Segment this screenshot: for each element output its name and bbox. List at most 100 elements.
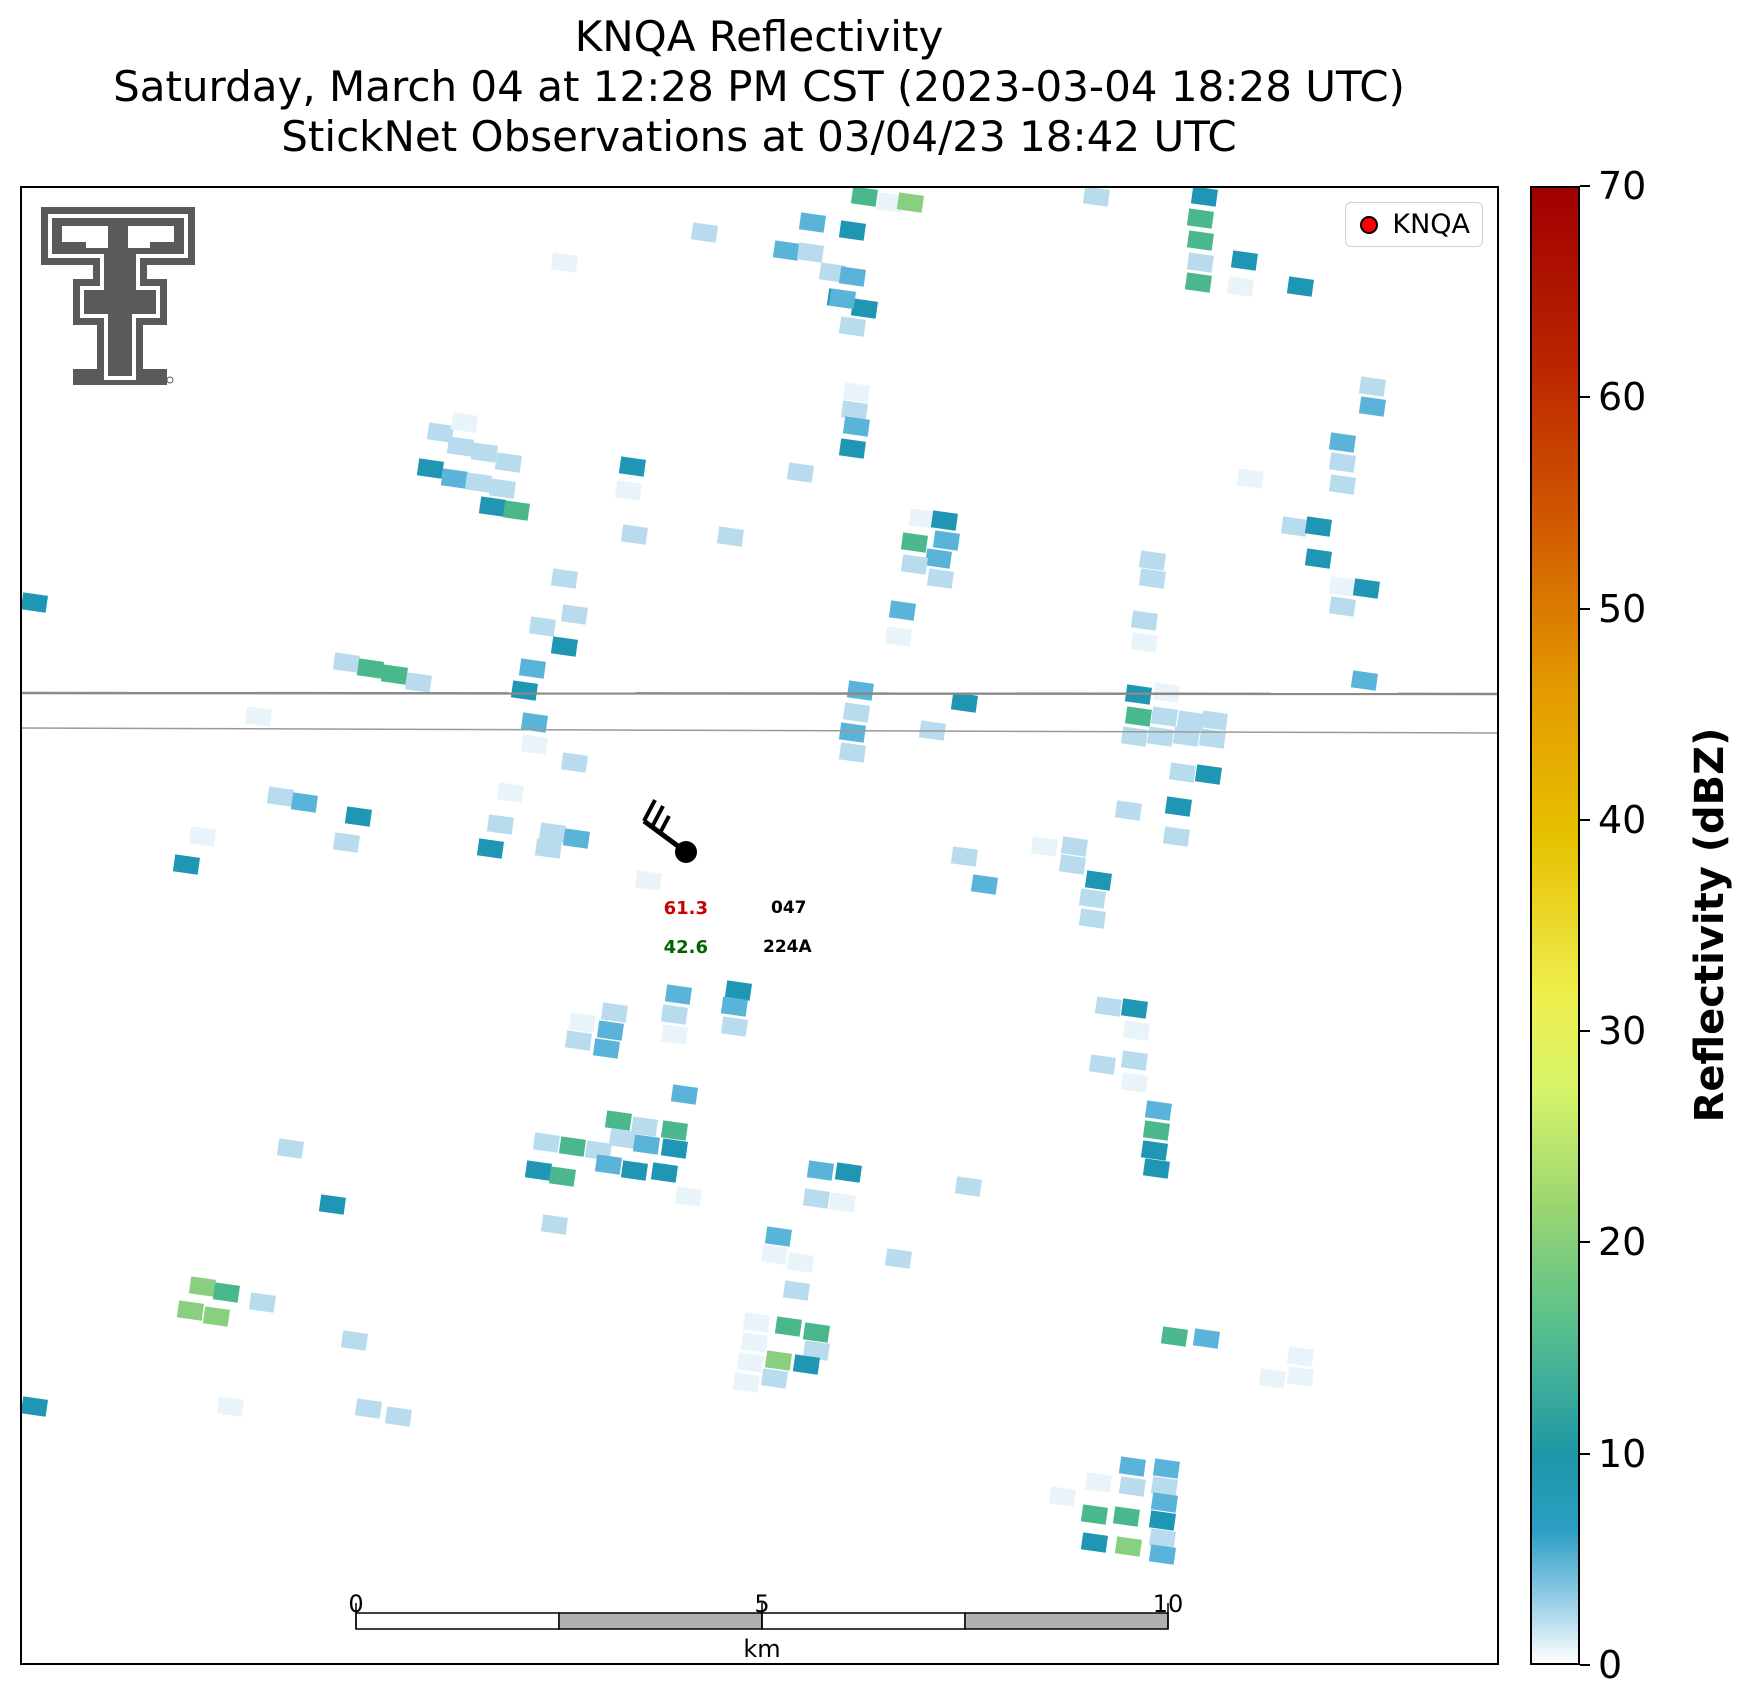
reflectivity-cell [1144,1100,1172,1121]
reflectivity-cell [608,1128,636,1149]
reflectivity-cell [1118,1476,1146,1497]
reflectivity-cell [1350,670,1378,691]
reflectivity-cell [1138,568,1166,589]
reflectivity-cell [1124,706,1152,727]
reflectivity-cell [540,1214,568,1235]
reflectivity-cell [1226,276,1254,297]
reflectivity-cell [926,568,954,589]
reflectivity-cell [1152,1458,1180,1479]
reflectivity-cell [1198,728,1226,749]
reflectivity-cell [1130,632,1158,653]
reflectivity-cell [796,242,824,263]
reflectivity-cell [384,1406,412,1427]
reflectivity-cell [1150,1492,1178,1513]
reflectivity-cell [1162,826,1190,847]
reflectivity-cell [344,806,372,827]
reflectivity-cell [1142,1120,1170,1141]
reflectivity-cell [496,782,524,803]
reflectivity-cell [1286,1366,1314,1387]
reflectivity-cell [478,496,506,517]
reflectivity-cell [950,692,978,713]
reflectivity-cell [1120,1050,1148,1071]
reflectivity-cell [1114,800,1142,821]
reflectivity-cell [216,1396,244,1417]
reflectivity-cell [1236,468,1264,489]
reflectivity-cell [486,814,514,835]
reflectivity-cell [600,1002,628,1023]
reflectivity-cell [760,1368,788,1389]
reflectivity-cell [888,600,916,621]
station-id: 224A [763,937,812,957]
reflectivity-cell [464,472,492,493]
reflectivity-cell [838,220,866,241]
reflectivity-cell [1328,596,1356,617]
reflectivity-cell [924,548,952,569]
reflectivity-cell [520,734,548,755]
reflectivity-cell [1352,578,1380,599]
reflectivity-cell [404,672,432,693]
colorbar-tick [1580,1241,1590,1244]
reflectivity-cell [1150,1476,1178,1497]
reflectivity-cell [1084,870,1112,891]
reflectivity-cell [604,1110,632,1131]
reflectivity-cell [760,1244,788,1265]
reflectivity-cell [550,252,578,273]
reflectivity-cell [568,1012,596,1033]
colorbar-tick-label: 20 [1598,1220,1647,1265]
reflectivity-cell [1184,272,1212,293]
reflectivity-cell [318,1194,346,1215]
reflectivity-cell [632,1134,660,1155]
reflectivity-cell [1172,726,1200,747]
reflectivity-cell [212,1282,240,1303]
colorbar-tick [1580,1030,1590,1033]
radar-map[interactable]: KNQA 61.3 047 42.6 224A 0 5 10 km [20,186,1499,1665]
reflectivity-cell [332,832,360,853]
colorbar-tick [1580,1452,1590,1455]
reflectivity-cell [660,1004,688,1025]
reflectivity-cell [842,416,870,437]
reflectivity-cell [202,1306,230,1327]
reflectivity-cell [510,680,538,701]
reflectivity-cell [618,456,646,477]
reflectivity-cell [1304,516,1332,537]
reflectivity-cell [1080,1532,1108,1553]
reflectivity-cell [446,436,474,457]
reflectivity-cell [838,722,866,743]
reflectivity-cell [1186,230,1214,251]
reflectivity-cell [520,712,548,733]
reflectivity-cell [786,1252,814,1273]
radar-map-canvas [22,188,1497,1630]
reflectivity-cell [244,706,272,727]
reflectivity-cell [742,1312,770,1333]
reflectivity-cell [660,1138,688,1159]
reflectivity-cell [1168,762,1196,783]
reflectivity-cell [818,262,846,283]
reflectivity-cell [22,592,48,613]
reflectivity-cell [842,702,870,723]
reflectivity-cell [908,508,936,529]
reflectivity-cell [772,240,800,261]
reflectivity-cell [188,1276,216,1297]
wind-barb-flag-2 [650,805,665,828]
reflectivity-cell [1358,376,1386,397]
reflectivity-cell [1114,1536,1142,1557]
colorbar-tick-label: 40 [1598,797,1647,842]
reflectivity-cell [736,1352,764,1373]
reflectivity-cell [1142,1158,1170,1179]
reflectivity-cell [1258,1368,1286,1389]
reflectivity-cell [564,1030,592,1051]
reflectivity-cell [562,828,590,849]
scale-bar-label-10: 10 [1152,1590,1184,1618]
reflectivity-cell [22,1396,48,1417]
sticknet-station-plot [642,799,697,863]
reflectivity-cell [548,1166,576,1187]
reflectivity-cell [806,1160,834,1181]
reflectivity-cell [502,500,530,521]
reflectivity-cell [550,636,578,657]
reflectivity-cell [670,1084,698,1105]
reflectivity-cell [596,1020,624,1041]
reflectivity-cell [798,212,826,233]
reflectivity-cell [172,854,200,875]
reflectivity-cell [1150,706,1178,727]
reflectivity-cell [534,838,562,859]
